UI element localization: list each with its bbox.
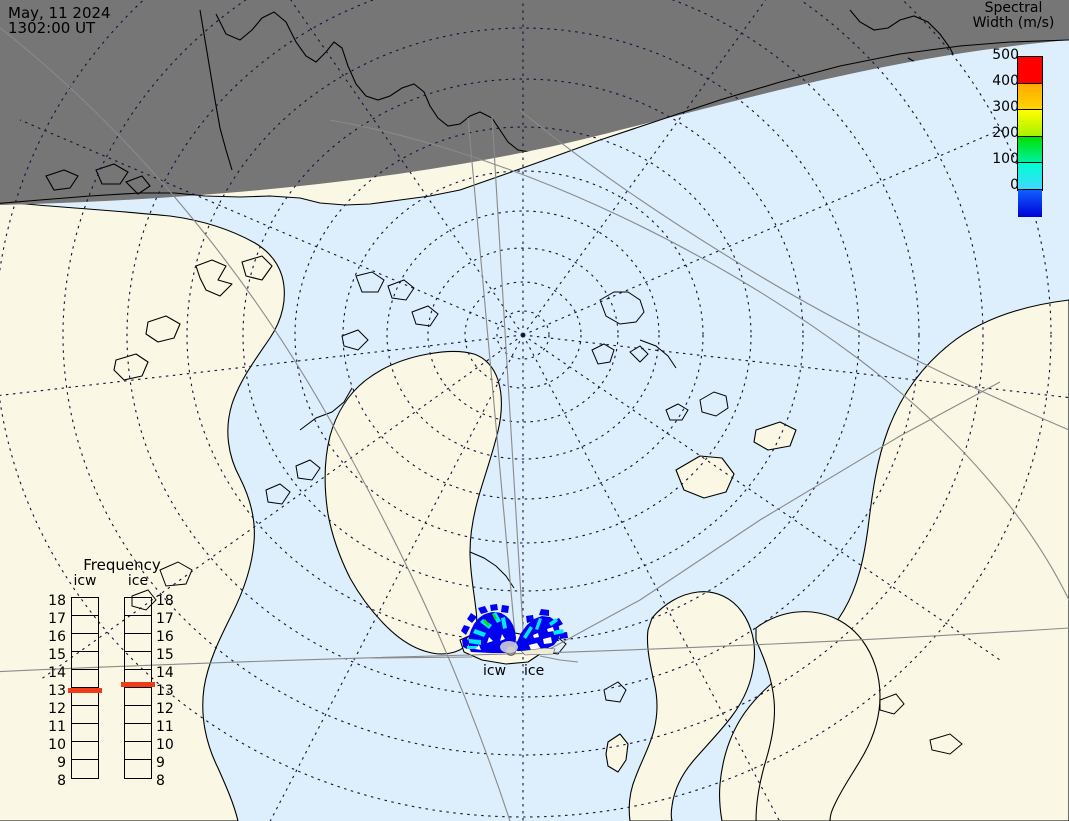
timestamp-time: 1302:00 UT — [8, 19, 96, 37]
radar-data-fan — [461, 604, 568, 656]
colorbar-title-line1: Spectral — [984, 0, 1043, 16]
freq-tick-right-12: 12 — [156, 701, 174, 717]
colorbar-gradient-strip[interactable] — [1017, 56, 1043, 217]
colorbar-title-line2: Width (m/s) — [972, 15, 1055, 31]
freq-tick-left-11: 11 — [48, 719, 66, 735]
freq-tick-right-11: 11 — [156, 719, 174, 735]
land-finland-kola — [755, 611, 881, 821]
freq-tick-right-8: 8 — [156, 773, 165, 789]
colorbar-panel: Spectral Width (m/s) 500 400 300 200 100… — [960, 0, 1069, 217]
timestamp-date: May, 11 2024 — [8, 4, 111, 22]
land-island-c — [113, 353, 149, 381]
radar-label-icw: icw — [483, 663, 507, 679]
frequency-bar-ice[interactable] — [124, 597, 152, 779]
freq-tick-right-18: 18 — [156, 593, 174, 609]
freq-tick-left-14: 14 — [48, 665, 66, 681]
colorbar-tick-0: 0 — [1010, 177, 1019, 193]
land-island-a — [195, 259, 233, 297]
freq-tick-right-14: 14 — [156, 665, 174, 681]
land-island-d — [241, 255, 273, 281]
colorbar-tick-400: 400 — [992, 73, 1019, 89]
colorbar-tick-300: 300 — [992, 99, 1019, 115]
colorbar-segment-100-200 — [1018, 136, 1042, 164]
freq-tick-left-17: 17 — [48, 611, 66, 627]
freq-tick-left-13: 13 — [48, 683, 66, 699]
freq-tick-right-9: 9 — [156, 755, 165, 771]
colorbar-segment-300-400 — [1018, 83, 1042, 111]
colorbar-tick-200: 200 — [992, 125, 1019, 141]
freq-tick-left-15: 15 — [48, 647, 66, 663]
freq-tick-left-16: 16 — [48, 629, 66, 645]
fan-ice — [513, 609, 568, 656]
land-island-b — [145, 315, 181, 343]
colorbar-tick-100: 100 — [992, 151, 1019, 167]
geographic-reference-lines — [0, 27, 1069, 821]
freq-tick-left-12: 12 — [48, 701, 66, 717]
frequency-panel: Frequency icw ice 18 17 16 15 14 13 12 1… — [40, 556, 210, 791]
frequency-column-label-icw: icw — [73, 573, 97, 589]
colorbar-title: Spectral Width (m/s) — [960, 1, 1067, 31]
freq-tick-right-16: 16 — [156, 629, 174, 645]
frequency-marker-icw — [68, 688, 102, 693]
freq-tick-left-8: 8 — [57, 773, 66, 789]
colorbar-segment-50-100 — [1018, 163, 1042, 190]
colorbar-tick-500: 500 — [992, 47, 1019, 63]
radar-label-ice: ice — [524, 663, 545, 679]
frequency-marker-ice — [121, 682, 155, 687]
frequency-panel-title: Frequency — [83, 556, 161, 574]
freq-tick-right-10: 10 — [156, 737, 174, 753]
freq-tick-right-17: 17 — [156, 611, 174, 627]
land-franz-josef — [753, 421, 797, 451]
frequency-column-label-ice: ice — [127, 573, 149, 589]
freq-tick-left-18: 18 — [48, 593, 66, 609]
timestamp-block: May, 11 2024 1302:00 UT — [8, 6, 111, 36]
freq-tick-right-13: 13 — [156, 683, 174, 699]
colorbar-segment-400-500 — [1018, 57, 1042, 84]
freq-tick-left-9: 9 — [57, 755, 66, 771]
radar-fov-boundaries — [371, 115, 1001, 663]
colorbar-segment-0-50 — [1018, 189, 1042, 217]
freq-tick-right-15: 15 — [156, 647, 174, 663]
fan-icw — [461, 604, 516, 653]
land-svalbard — [675, 455, 735, 499]
coastlines-detail — [131, 271, 963, 755]
freq-tick-left-10: 10 — [48, 737, 66, 753]
colorbar-segment-200-300 — [1018, 110, 1042, 137]
land-denmark-jutland — [605, 733, 629, 773]
